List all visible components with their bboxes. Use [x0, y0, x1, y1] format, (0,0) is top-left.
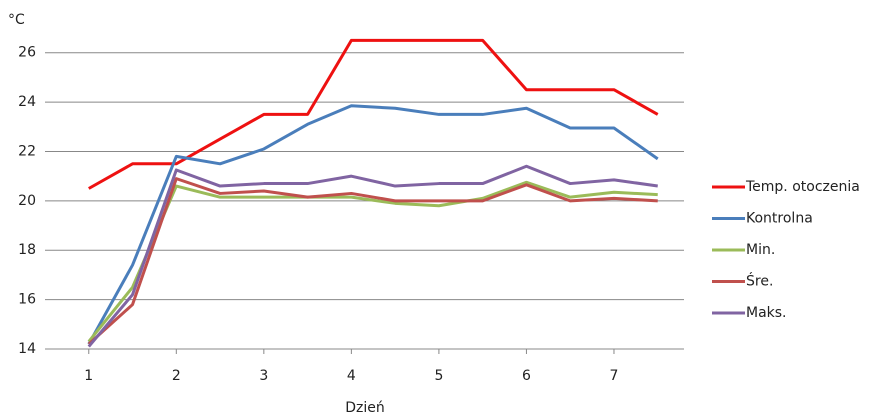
legend-label: Kontrolna — [746, 211, 813, 227]
legend-label: Temp. otoczenia — [745, 179, 860, 195]
x-tick-label: 5 — [434, 368, 443, 384]
x-axis-label: Dzień — [345, 400, 385, 416]
y-axis-label: °C — [8, 12, 25, 28]
y-tick-label: 18 — [18, 242, 36, 258]
x-tick-label: 4 — [347, 368, 356, 384]
series-line — [87, 104, 659, 345]
series-line — [87, 177, 658, 346]
series-line — [87, 164, 658, 348]
series-line — [88, 38, 659, 190]
y-tick-label: 16 — [18, 292, 36, 308]
y-tick-label: 26 — [18, 45, 36, 61]
y-tick-label: 22 — [18, 143, 36, 159]
y-tick-label: 24 — [18, 94, 36, 110]
legend-label: Maks. — [746, 305, 787, 321]
x-tick-label: 7 — [610, 368, 619, 384]
y-tick-label: 20 — [18, 193, 36, 209]
x-tick-label: 2 — [172, 368, 181, 384]
x-tick-label: 1 — [84, 368, 93, 384]
x-tick-label: 3 — [259, 368, 268, 384]
series-line — [87, 180, 658, 343]
y-tick-label: 14 — [18, 341, 36, 357]
legend-label: Min. — [746, 242, 775, 258]
x-tick-label: 6 — [522, 368, 531, 384]
legend-label: Śre. — [746, 272, 773, 290]
